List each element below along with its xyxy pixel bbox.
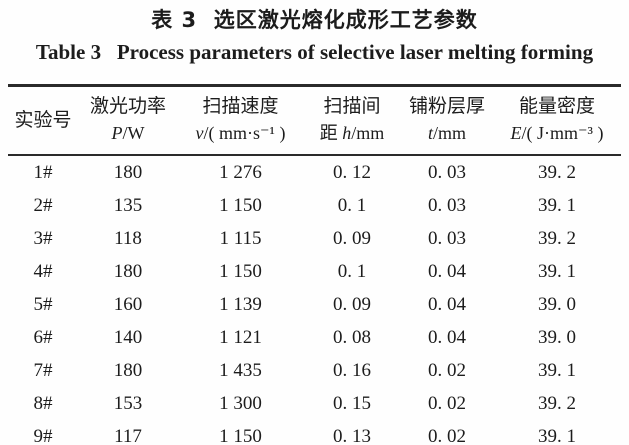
table-cell: 39. 2 xyxy=(538,392,576,414)
col-header-layer-thickness: 铺粉层厚 t/mm xyxy=(401,86,493,156)
col-header-energy-density: 能量密度 E/( J·mm⁻³ ) xyxy=(493,86,621,156)
table-cell: 0. 1 xyxy=(337,260,367,282)
table-cell: 1 300 xyxy=(219,392,262,414)
table-cell: 0. 13 xyxy=(333,425,371,445)
col-header-symbol: P/W xyxy=(111,123,145,143)
table-cell: 7# xyxy=(33,359,53,381)
col-header-symbol: E/( J·mm⁻³ ) xyxy=(510,123,604,143)
table-title-english: Table 3 Process parameters of selective … xyxy=(35,40,594,64)
process-parameters-table: 实验号 激光功率 P/W 扫描速度 v/( mm·s⁻¹ ) 扫描间 距 h/m… xyxy=(8,84,621,445)
col-header-label: 扫描间 xyxy=(323,96,381,117)
col-header-label: 铺粉层厚 xyxy=(408,96,485,117)
table-cell: 39. 2 xyxy=(538,227,576,249)
table-cell: 0. 15 xyxy=(333,392,371,414)
table-cell: 0. 08 xyxy=(333,326,371,348)
header-row: 实验号 激光功率 P/W 扫描速度 v/( mm·s⁻¹ ) 扫描间 距 h/m… xyxy=(8,86,621,156)
table-title-chinese: 表 3 选区激光熔化成形工艺参数 xyxy=(151,8,478,32)
table-cell: 180 xyxy=(113,161,143,183)
table-cell: 8# xyxy=(33,392,53,414)
table-cell: 1 115 xyxy=(219,227,262,249)
table-cell: 0. 03 xyxy=(428,227,466,249)
table-cell: 1 139 xyxy=(219,293,262,315)
table-cell: 1 150 xyxy=(219,260,262,282)
col-header-symbol: 距 h/mm xyxy=(319,123,385,143)
table-cell: 160 xyxy=(113,293,143,315)
table-cell: 1# xyxy=(33,161,53,183)
table-body: 1# 180 1 276 0. 12 0. 03 39. 2 2# 135 1 150 0. 1 0… xyxy=(8,155,621,445)
table-cell: 0. 04 xyxy=(428,293,466,315)
table-row: 3# 118 1 115 0. 09 0. 03 39. 2 xyxy=(8,222,621,255)
table-cell: 0. 04 xyxy=(428,260,466,282)
col-header-label: 激光功率 xyxy=(89,96,166,117)
table-cell: 39. 1 xyxy=(538,260,576,282)
table-cell: 1 121 xyxy=(219,326,262,348)
table-cell: 153 xyxy=(113,392,143,414)
table-cell: 0. 09 xyxy=(333,293,371,315)
col-header-experiment-no: 实验号 xyxy=(8,86,78,156)
table-cell: 39. 0 xyxy=(538,326,576,348)
col-header-label: 实验号 xyxy=(14,109,72,131)
table-cell: 118 xyxy=(114,227,142,249)
col-header-symbol: v/( mm·s⁻¹ ) xyxy=(195,123,286,143)
table-cell: 0. 16 xyxy=(333,359,371,381)
table-cell: 117 xyxy=(114,425,142,445)
table-cell: 1 150 xyxy=(219,425,262,445)
table-cell: 39. 1 xyxy=(538,359,576,381)
table-cell: 0. 02 xyxy=(428,359,466,381)
table-cell: 0. 02 xyxy=(428,392,466,414)
col-header-scan-speed: 扫描速度 v/( mm·s⁻¹ ) xyxy=(178,86,303,156)
table-cell: 2# xyxy=(33,194,53,216)
table-cell: 1 276 xyxy=(219,161,262,183)
table-cell: 0. 03 xyxy=(428,161,466,183)
table-row: 4# 180 1 150 0. 1 0. 04 39. 1 xyxy=(8,255,621,288)
table-row: 5# 160 1 139 0. 09 0. 04 39. 0 xyxy=(8,288,621,321)
table-cell: 180 xyxy=(113,260,143,282)
table-cell: 0. 12 xyxy=(333,161,371,183)
col-header-scan-spacing: 扫描间 距 h/mm xyxy=(303,86,401,156)
table-cell: 0. 04 xyxy=(428,326,466,348)
table-cell: 180 xyxy=(113,359,143,381)
table-cell: 39. 1 xyxy=(538,425,576,445)
table-cell: 5# xyxy=(33,293,53,315)
table-cell: 0. 03 xyxy=(428,194,466,216)
table-cell: 39. 2 xyxy=(538,161,576,183)
table-cell: 0. 1 xyxy=(337,194,367,216)
table-cell: 39. 0 xyxy=(538,293,576,315)
table-cell: 3# xyxy=(33,227,53,249)
col-header-symbol: t/mm xyxy=(427,123,467,143)
table-row: 9# 117 1 150 0. 13 0. 02 39. 1 xyxy=(8,420,621,445)
table-cell: 1 150 xyxy=(219,194,262,216)
table-cell: 9# xyxy=(33,425,53,445)
table-row: 7# 180 1 435 0. 16 0. 02 39. 1 xyxy=(8,354,621,387)
table-cell: 0. 09 xyxy=(333,227,371,249)
table-row: 2# 135 1 150 0. 1 0. 03 39. 1 xyxy=(8,189,621,222)
col-header-laser-power: 激光功率 P/W xyxy=(78,86,178,156)
col-header-label: 扫描速度 xyxy=(202,96,279,117)
table-cell: 6# xyxy=(33,326,53,348)
table-row: 1# 180 1 276 0. 12 0. 03 39. 2 xyxy=(8,155,621,189)
table-cell: 4# xyxy=(33,260,53,282)
table-cell: 135 xyxy=(113,194,143,216)
table-header: 实验号 激光功率 P/W 扫描速度 v/( mm·s⁻¹ ) 扫描间 距 h/m… xyxy=(8,86,621,156)
table-row: 6# 140 1 121 0. 08 0. 04 39. 0 xyxy=(8,321,621,354)
table-row: 8# 153 1 300 0. 15 0. 02 39. 2 xyxy=(8,387,621,420)
col-header-label: 能量密度 xyxy=(518,96,595,117)
table-cell: 1 435 xyxy=(219,359,262,381)
table-cell: 39. 1 xyxy=(538,194,576,216)
table-cell: 0. 02 xyxy=(428,425,466,445)
table-cell: 140 xyxy=(113,326,143,348)
